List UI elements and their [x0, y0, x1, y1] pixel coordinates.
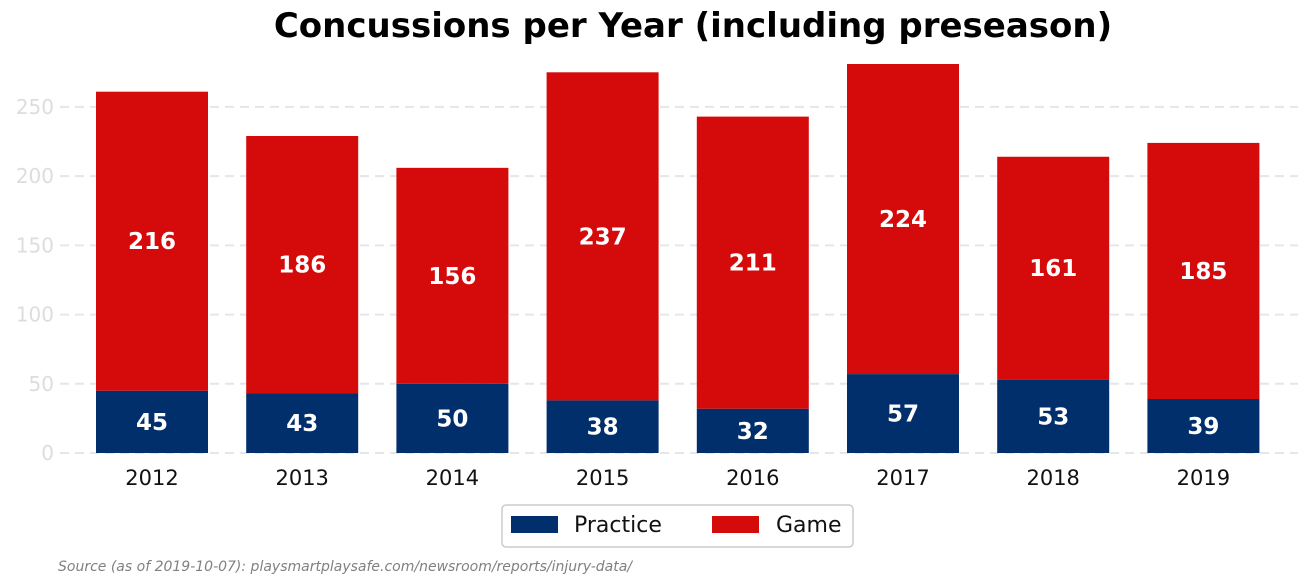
bar-practice-2014 [396, 383, 509, 453]
x-tick-label-2016: 2016 [726, 466, 779, 490]
y-tick-label: 0 [41, 441, 54, 465]
data-label-practice-2017: 57 [887, 402, 919, 428]
data-label-game-2012: 216 [128, 229, 176, 255]
x-tick-label-2017: 2017 [876, 466, 929, 490]
y-axis-ticks: 0 50 100 150 200 250 [16, 95, 54, 465]
legend-label-practice: Practice [574, 513, 662, 538]
data-label-game-2014: 156 [428, 264, 476, 290]
y-tick-label: 250 [16, 95, 54, 119]
data-label-practice-2015: 38 [587, 415, 619, 441]
legend-swatch-game [712, 516, 759, 533]
bar-practice-2018 [997, 379, 1110, 453]
data-label-game-2017: 224 [879, 207, 927, 233]
data-label-practice-2012: 45 [136, 410, 168, 436]
legend-label-game: Game [776, 513, 842, 538]
data-label-game-2013: 186 [278, 253, 326, 279]
bar-practice-2019 [1147, 399, 1260, 453]
data-label-practice-2016: 32 [737, 419, 769, 445]
bar-game-2019 [1147, 142, 1260, 400]
x-tick-label-2018: 2018 [1026, 466, 1079, 490]
chart-title: Concussions per Year (including preseaso… [274, 6, 1112, 46]
legend-swatch-practice [511, 516, 558, 533]
bar-practice-2013 [246, 393, 359, 453]
bar-game-2012 [96, 91, 208, 391]
bar-practice-2012 [96, 390, 208, 453]
y-tick-label: 150 [16, 233, 54, 257]
bar-game-2014 [396, 167, 509, 384]
bar-game-2013 [246, 135, 359, 394]
y-tick-label: 200 [16, 164, 54, 188]
data-label-practice-2019: 39 [1187, 414, 1219, 440]
legend: Practice Game [501, 504, 854, 548]
bars: 45 216 43 186 50 156 38 237 32 211 57 224 53 161 39 185 [96, 64, 1260, 453]
x-tick-label-2013: 2013 [275, 466, 328, 490]
y-tick-label: 50 [29, 372, 54, 396]
data-label-practice-2013: 43 [286, 411, 318, 437]
bar-practice-2017 [847, 374, 959, 453]
bar-game-2018 [997, 156, 1110, 380]
x-axis-ticks: 2012 2013 2014 2015 2016 2017 2018 2019 [125, 466, 1230, 490]
legend-frame [501, 504, 854, 548]
x-tick-label-2014: 2014 [426, 466, 479, 490]
bar-game-2017 [847, 64, 959, 375]
x-tick-label-2012: 2012 [125, 466, 178, 490]
data-label-practice-2018: 53 [1037, 404, 1069, 430]
data-label-game-2015: 237 [579, 224, 627, 250]
data-label-game-2019: 185 [1179, 259, 1227, 285]
grid-lines [60, 105, 1298, 454]
bar-game-2015 [546, 72, 659, 401]
y-tick-label: 100 [16, 303, 54, 327]
x-tick-label-2015: 2015 [576, 466, 629, 490]
x-tick-label-2019: 2019 [1177, 466, 1230, 490]
data-label-game-2016: 211 [729, 251, 777, 277]
source-note: Source (as of 2019-10-07): playsmartplay… [58, 559, 632, 575]
bar-practice-2015 [546, 400, 659, 453]
data-label-practice-2014: 50 [436, 406, 468, 432]
bar-practice-2016 [696, 408, 809, 453]
data-label-game-2018: 161 [1029, 256, 1077, 282]
bar-game-2016 [696, 116, 809, 409]
